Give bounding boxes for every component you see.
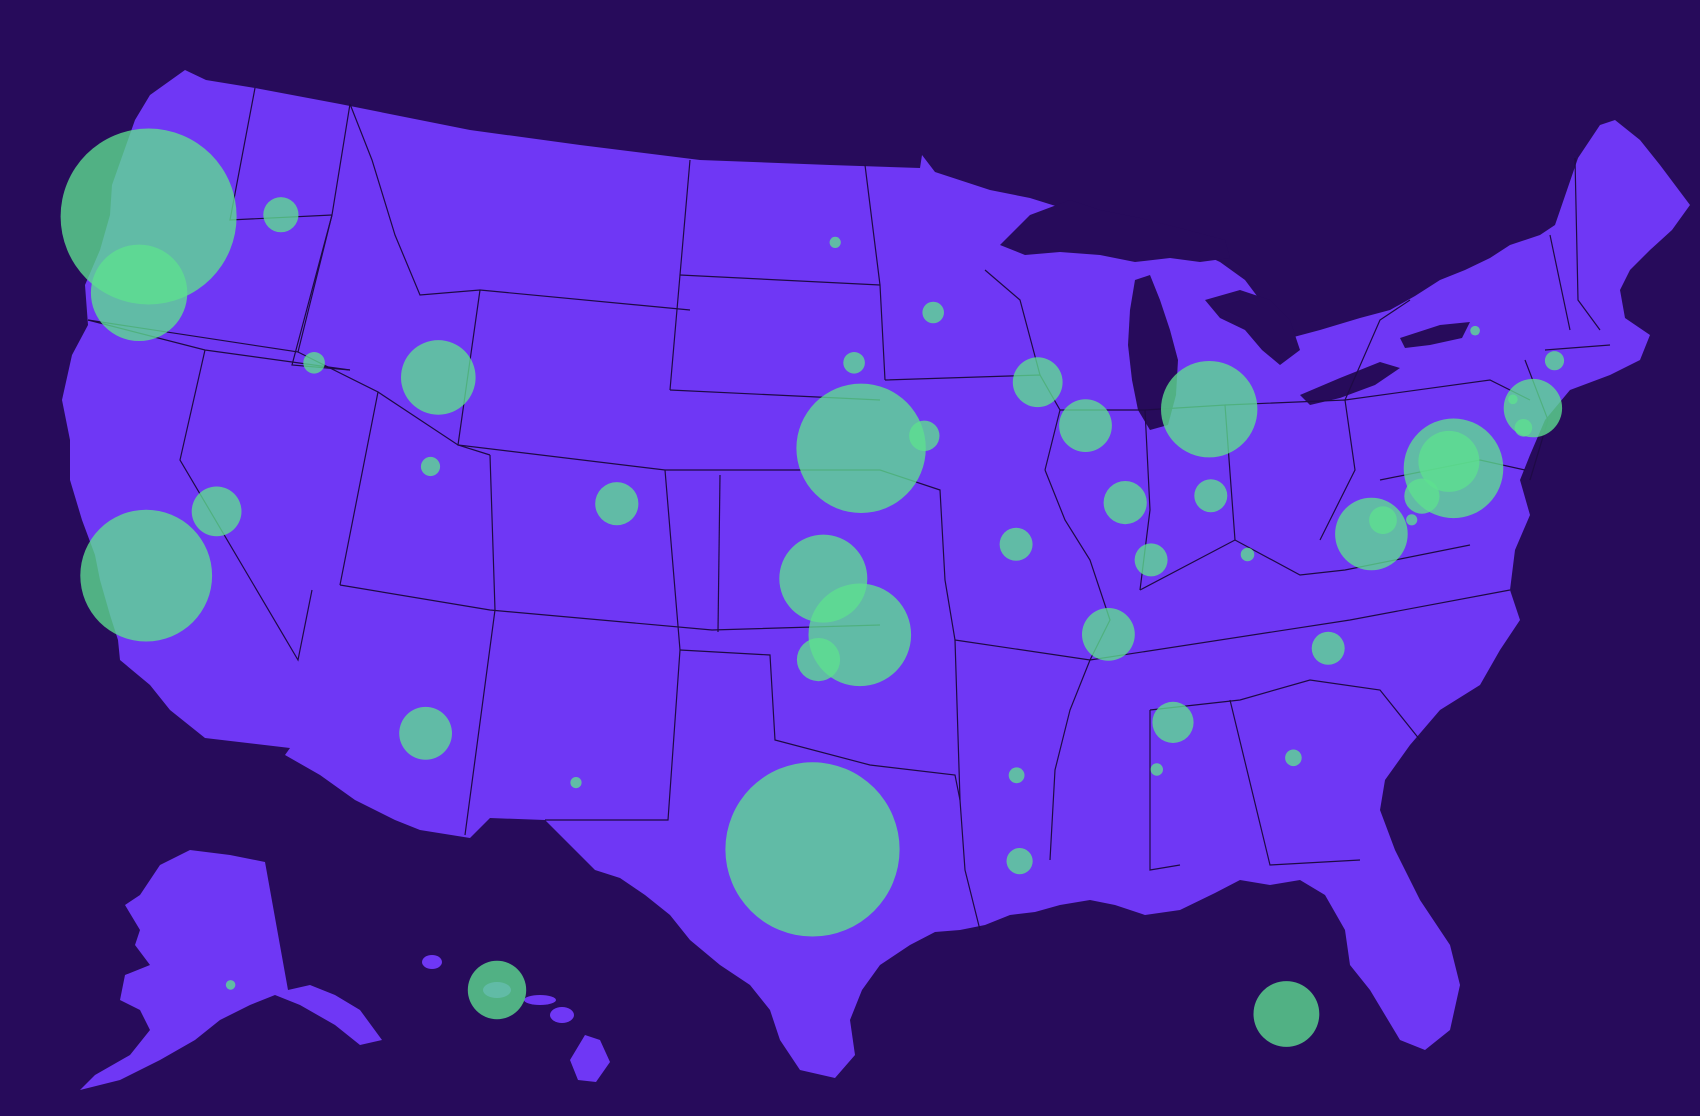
bubble-columbus-ga: [1150, 763, 1164, 776]
bubble-des-moines: [909, 420, 940, 451]
bubble-chicago: [1059, 399, 1112, 452]
bubble-salt-lake-city: [420, 456, 441, 477]
lake-superior: [1000, 200, 1230, 262]
bubble-idaho-falls: [401, 340, 476, 415]
bubble-sioux-falls: [829, 236, 841, 248]
bubble-st-louis: [999, 527, 1033, 561]
hawaii-island-kauai: [422, 955, 442, 969]
bubble-raleigh: [1311, 631, 1345, 665]
bubble-layer: [60, 128, 1565, 1047]
bubble-new-orleans: [1006, 848, 1033, 875]
bubble-washington-dc: [1335, 497, 1408, 571]
bubble-phoenix: [399, 706, 452, 760]
bubble-charleston: [1285, 749, 1302, 767]
alaska-landmass: [80, 850, 382, 1090]
bubble-boise: [303, 352, 325, 374]
lake-erie: [1300, 362, 1400, 405]
bubble-burlington: [1470, 325, 1480, 336]
bubble-las-cruces: [570, 777, 582, 789]
bubble-detroit: [1161, 361, 1258, 458]
bubble-denver: [595, 482, 639, 526]
contiguous-us-landmass: [62, 70, 1690, 1078]
bubble-portland: [90, 244, 188, 341]
bubble-philadelphia: [1404, 478, 1440, 514]
bubble-atlanta: [1152, 701, 1194, 744]
bubble-boston: [1503, 378, 1563, 438]
bubble-providence: [1514, 419, 1533, 437]
bubble-newark: [1418, 430, 1480, 492]
bubble-omaha: [796, 383, 926, 513]
bubble-spokane: [263, 197, 299, 233]
bubble-charleston-wv: [1240, 547, 1255, 562]
bubble-louisville: [1134, 543, 1168, 577]
lake-huron: [1205, 290, 1300, 365]
bubble-oklahoma-city: [796, 638, 841, 682]
bubble-anchorage: [225, 980, 236, 990]
bubble-wilmington: [1406, 514, 1418, 526]
bubble-columbus: [1194, 479, 1228, 513]
bubble-minneapolis: [922, 301, 944, 324]
bubble-honolulu: [467, 960, 527, 1020]
bubble-madison: [1012, 357, 1063, 408]
hawaii-island-maui: [550, 1007, 574, 1023]
bubble-baltimore: [1369, 506, 1397, 535]
bubble-austin: [725, 762, 900, 937]
lake-ontario: [1400, 322, 1470, 348]
bubble-sioux-city: [843, 352, 865, 374]
bubble-nashville: [1082, 608, 1135, 661]
alaska-inset: [80, 850, 382, 1090]
bubble-portland-me: [1544, 351, 1565, 371]
bubble-san-francisco: [80, 509, 213, 642]
bubble-wichita: [779, 534, 868, 623]
bubble-jackson: [1008, 767, 1025, 784]
hawaii-island-big: [570, 1035, 610, 1082]
bubble-worcester: [1508, 394, 1518, 405]
bubble-reno: [191, 486, 242, 537]
hawaii-island-molokai: [524, 995, 556, 1005]
bubble-indianapolis: [1103, 481, 1147, 525]
bubble-miami: [1253, 981, 1320, 1047]
